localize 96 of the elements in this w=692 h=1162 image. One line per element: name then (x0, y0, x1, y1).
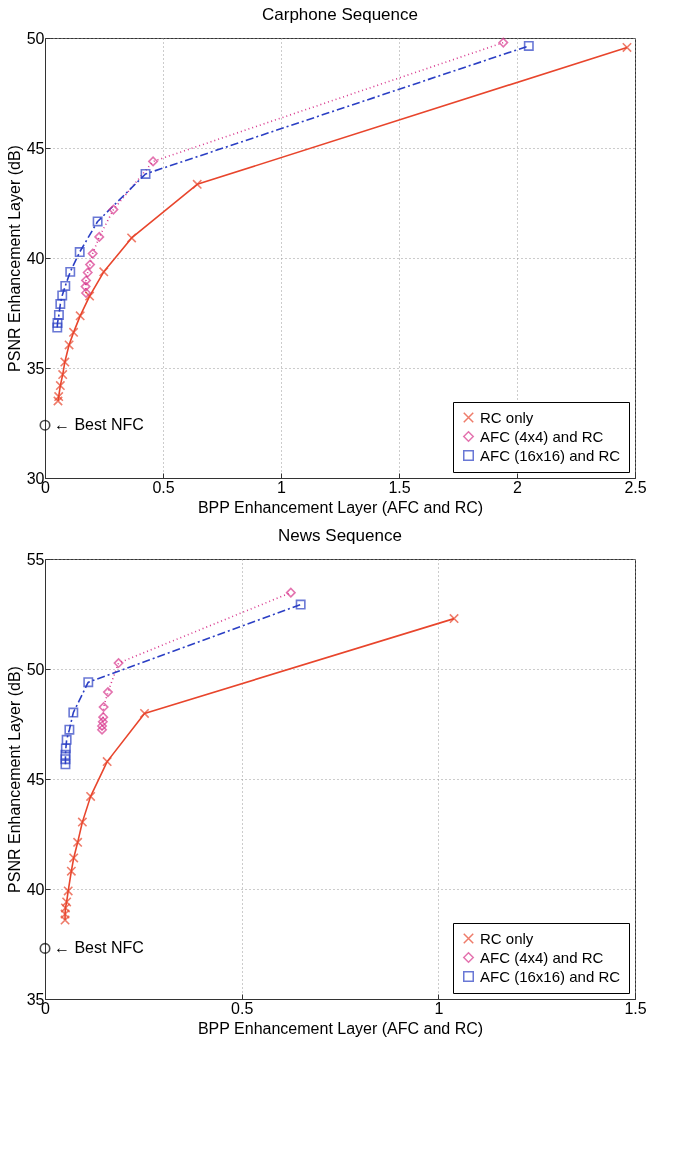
point (53, 310, 64, 320)
point (97, 716, 108, 727)
y-tick-label: 40 (26, 249, 45, 267)
point (66, 866, 77, 877)
point (98, 266, 109, 277)
point (60, 743, 71, 754)
point (72, 837, 83, 848)
point (68, 707, 79, 718)
point (61, 734, 72, 745)
point (113, 658, 124, 669)
point (140, 168, 151, 179)
point (53, 396, 63, 406)
point (64, 339, 75, 350)
point (65, 266, 76, 277)
x-axis-title: BPP Enhancement Layer (AFC and RC) (197, 498, 484, 516)
legend-label: RC only (480, 929, 534, 947)
legend-label: AFC (4x4) and RC (480, 948, 604, 966)
x-tick-label: 1 (277, 478, 287, 496)
point (285, 587, 296, 598)
chart-title: News Sequence (278, 526, 402, 545)
point (81, 275, 92, 286)
point (68, 853, 79, 863)
y-axis-title: PSNR Enhancement Layer (dB) (5, 666, 23, 893)
point (295, 599, 306, 610)
x-tick-label: 0.5 (231, 999, 254, 1017)
point (85, 791, 96, 802)
point (53, 391, 64, 402)
y-tick-label: 50 (26, 660, 45, 678)
point (80, 281, 91, 292)
y-tick-label: 35 (26, 359, 45, 377)
point (75, 310, 86, 321)
point (94, 231, 105, 242)
point (102, 687, 113, 698)
x-axis-title: BPP Enhancement Layer (AFC and RC) (197, 1019, 484, 1037)
point (52, 322, 63, 333)
point (39, 942, 51, 954)
x-tick-label: 0.5 (152, 478, 175, 496)
point (85, 259, 96, 270)
point (60, 280, 71, 291)
x-tick-label: 2.5 (624, 478, 647, 496)
point (57, 290, 68, 301)
x-tick-label: 1 (434, 999, 444, 1017)
point (82, 267, 93, 278)
point (498, 37, 509, 48)
legend-label: AFC (16x16) and RC (480, 446, 621, 464)
y-tick-label: 55 (26, 550, 45, 568)
y-tick-label: 45 (26, 770, 45, 788)
point (60, 909, 71, 920)
point (98, 712, 109, 723)
point (97, 724, 108, 735)
point (98, 702, 109, 713)
point (39, 419, 51, 431)
point (108, 204, 119, 215)
point (60, 902, 71, 913)
point (52, 317, 63, 328)
point (60, 754, 71, 765)
point (621, 42, 632, 53)
point (74, 247, 85, 258)
point (77, 817, 88, 828)
annotation: ← Best NFC (54, 939, 144, 957)
point (84, 291, 95, 302)
point (60, 759, 71, 770)
x-tick-label: 1.5 (624, 999, 647, 1017)
point (60, 915, 71, 925)
point (92, 216, 103, 227)
y-axis-title: PSNR Enhancement Layer (dB) (5, 145, 23, 372)
point (523, 40, 534, 51)
y-tick-label: 40 (26, 880, 45, 898)
point (126, 233, 137, 243)
legend-label: AFC (4x4) and RC (480, 427, 604, 445)
legend-label: AFC (16x16) and RC (480, 967, 621, 985)
point (63, 886, 74, 896)
point (81, 288, 92, 298)
annotation: ← Best NFC (54, 416, 144, 434)
point (97, 721, 108, 731)
x-tick-label: 1.5 (388, 478, 411, 496)
y-tick-label: 50 (26, 29, 45, 47)
y-tick-label: 45 (26, 139, 45, 157)
legend-label: RC only (480, 408, 534, 426)
point (59, 357, 70, 368)
point (60, 749, 71, 760)
point (87, 248, 98, 259)
point (61, 897, 72, 907)
point (148, 156, 159, 167)
point (55, 380, 66, 391)
chart-title: Carphone Sequence (262, 5, 418, 24)
point (68, 327, 79, 338)
point (57, 369, 68, 380)
point (449, 613, 460, 624)
point (102, 756, 113, 767)
x-tick-label: 2 (513, 478, 523, 496)
point (55, 299, 66, 309)
point (139, 708, 150, 719)
point (83, 677, 94, 688)
point (192, 179, 203, 190)
point (64, 724, 75, 735)
